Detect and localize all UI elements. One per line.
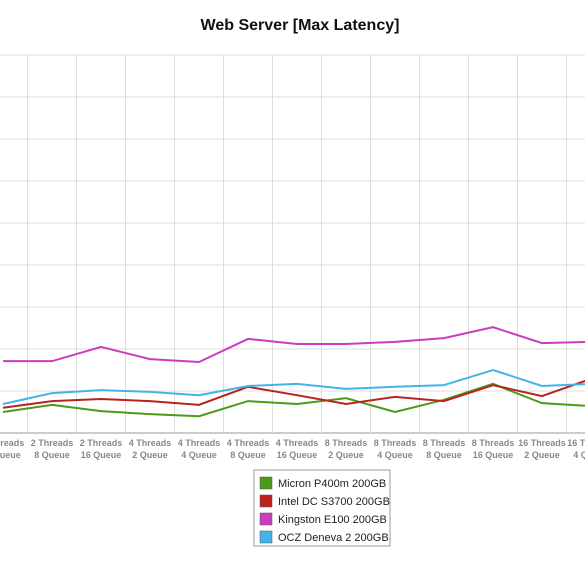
- x-tick-label: 4 Threads: [276, 438, 319, 448]
- legend-label: Kingston E100 200GB: [278, 514, 387, 526]
- x-tick-label: 8 Threads: [325, 438, 368, 448]
- x-tick-label: 16 Threads: [518, 438, 566, 448]
- x-tick-label: 8 Queue: [34, 450, 70, 460]
- x-tick-label: 16 Queue: [81, 450, 122, 460]
- x-tick-label: 4 Threads: [129, 438, 172, 448]
- series-line: [2, 382, 585, 418]
- x-tick-label: 8 Threads: [374, 438, 417, 448]
- x-tick-label: 4 Threads: [178, 438, 221, 448]
- x-tick-label: 2 Threads: [31, 438, 74, 448]
- legend-label: Micron P400m 200GB: [278, 478, 386, 490]
- x-tick-label: 16 Threads: [567, 438, 585, 448]
- series-line: [3, 326, 585, 364]
- x-tick-label: 8 Threads: [472, 438, 515, 448]
- x-tick-label: 4 Queue: [377, 450, 413, 460]
- legend-box: [253, 469, 391, 547]
- legend-swatch: [259, 512, 273, 526]
- x-tick-label: 4 Queue: [573, 450, 585, 460]
- legend-swatch: [259, 476, 273, 490]
- x-tick-label: 16 Queue: [277, 450, 318, 460]
- x-tick-label: 2 Queue: [328, 450, 364, 460]
- x-tick-label: 8 Threads: [423, 438, 466, 448]
- legend-swatch: [259, 494, 273, 508]
- x-tick-label: 2 Queue: [524, 450, 560, 460]
- x-tick-label: 2 Threads: [0, 438, 24, 448]
- chart-title: Web Server [Max Latency]: [201, 17, 400, 34]
- x-tick-label: 4 Queue: [0, 450, 21, 460]
- x-tick-label: 4 Threads: [227, 438, 270, 448]
- x-tick-label: 2 Threads: [80, 438, 123, 448]
- x-tick-label: 8 Queue: [426, 450, 462, 460]
- x-tick-label: 16 Queue: [473, 450, 514, 460]
- series-line: [2, 368, 585, 405]
- legend-label: Intel DC S3700 200GB: [278, 496, 390, 508]
- x-tick-label: 8 Queue: [230, 450, 266, 460]
- x-tick-label: 4 Queue: [181, 450, 217, 460]
- series-line: [2, 379, 585, 409]
- legend-label: OCZ Deneva 2 200GB: [278, 532, 389, 544]
- legend-swatch: [259, 530, 273, 544]
- x-tick-label: 2 Queue: [132, 450, 168, 460]
